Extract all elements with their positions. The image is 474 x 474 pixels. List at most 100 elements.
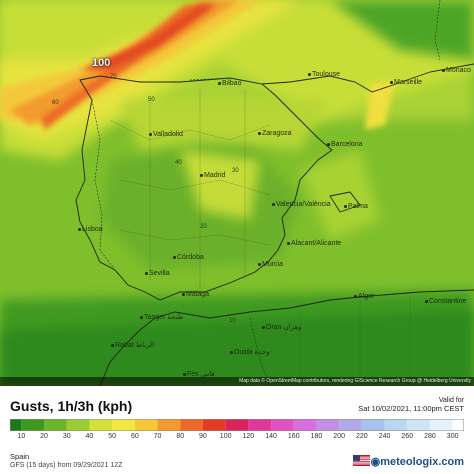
legend-tick-label: 240 [378, 433, 391, 440]
contour-label-60: 60 [52, 100, 59, 106]
legend-tick-label: 100 [219, 433, 232, 440]
legend-tick-label: 280 [424, 433, 436, 440]
city-marker-icon [262, 325, 265, 329]
city-marker-icon [200, 173, 203, 177]
legend-swatch [407, 419, 430, 431]
valid-time[interactable]: Sat 10/02/2021, 11:00pm CEST [358, 404, 464, 413]
map-title: Gusts, 1h/3h (kph) [10, 398, 133, 414]
contour-label-70: 70 [110, 74, 117, 80]
city-name: Murcia [262, 261, 284, 268]
city-marker-icon [308, 72, 311, 76]
legend-swatch [44, 419, 67, 431]
legend-swatch [271, 419, 294, 431]
color-scale-bar [10, 419, 464, 431]
legend-tick-label: 160 [287, 433, 300, 440]
city-label: Córdoba [173, 254, 204, 262]
city-name: Córdoba [177, 254, 204, 261]
us-flag-icon[interactable] [353, 455, 370, 466]
city-label: Madrid [200, 172, 225, 180]
legend-swatch [248, 419, 272, 431]
city-marker-icon [258, 262, 261, 266]
city-name: Fès فاس [187, 371, 215, 378]
map-attribution: Map data © OpenStreetMap contributors, r… [0, 377, 474, 386]
city-name: Valencia/València [276, 201, 331, 208]
legend-tick-label: 260 [401, 433, 414, 440]
legend-tick-label: 90 [199, 433, 207, 440]
city-label: Monaco [442, 67, 471, 75]
city-label: Marseille [390, 79, 422, 87]
city-label: Constantine [425, 298, 466, 306]
city-marker-icon [183, 372, 186, 376]
city-marker-icon [327, 142, 330, 146]
legend-outline [10, 419, 464, 431]
contour-label-40: 40 [175, 160, 182, 166]
gust-map[interactable] [0, 0, 474, 386]
city-label: Tanger طنجة [140, 314, 183, 322]
legend-tick-label: 50 [108, 433, 117, 440]
city-marker-icon [218, 81, 221, 85]
city-name: Constantine [429, 298, 467, 305]
legend-swatch [429, 419, 453, 431]
legend-tick-label: 40 [85, 433, 94, 440]
city-label: Zaragoza [258, 130, 292, 138]
city-label: Alacant/Alicante [287, 240, 341, 248]
province-borders [109, 90, 411, 386]
city-label: Valencia/València [272, 201, 331, 209]
legend-swatch [134, 419, 158, 431]
city-marker-icon [111, 343, 114, 347]
city-marker-icon [442, 68, 445, 72]
legend-tick-label: 300 [446, 433, 459, 440]
city-marker-icon [390, 80, 393, 84]
city-label: Oran وهران [262, 324, 302, 332]
legend-tick-label: 10 [17, 433, 26, 440]
city-label: Lisboa [78, 226, 103, 234]
city-name: Tanger طنجة [144, 314, 184, 321]
legend-swatch [384, 419, 408, 431]
city-name: Sevilla [149, 270, 170, 277]
legend-tick-label: 20 [40, 433, 48, 440]
city-label: Bilbao [218, 80, 241, 88]
legend-tick-label: 80 [176, 433, 185, 440]
legend-tick-label: 120 [242, 433, 255, 440]
city-label: Palma [344, 203, 368, 211]
legend-tick-label: 140 [265, 433, 277, 440]
legend-swatch [225, 419, 249, 431]
region-name: Spain [10, 452, 30, 461]
legend-swatch [361, 419, 385, 431]
city-name: Barcelona [331, 141, 363, 148]
brand-logo-icon: ◉ [370, 456, 381, 468]
city-label: Toulouse [308, 71, 340, 79]
contour-label-50: 50 [148, 97, 155, 103]
contour-label-10: 10 [229, 318, 236, 324]
legend-tick-label: 220 [356, 433, 368, 440]
coastline-layer [75, 63, 474, 386]
legend-swatch [21, 419, 45, 431]
city-name: Marseille [394, 79, 423, 86]
wind-field-layer [0, 0, 474, 386]
valid-for-label: Valid for [438, 397, 464, 404]
city-label: Murcia [258, 261, 283, 269]
city-name: Lisboa [82, 226, 103, 233]
city-name: Bilbao [222, 80, 242, 87]
city-marker-icon [425, 299, 428, 303]
city-name: Rabat الرباط [115, 342, 155, 349]
brand-logo[interactable]: ◉meteologix.com [371, 455, 464, 468]
city-marker-icon [149, 132, 152, 136]
city-label: Rabat الرباط [111, 342, 154, 350]
legend-swatch [112, 419, 135, 431]
city-label: Ouida وجدة [230, 349, 270, 357]
city-name: Palma [348, 203, 368, 210]
city-label: Alger [354, 293, 374, 301]
legend-swatch [89, 419, 113, 431]
city-label: Valladolid [149, 131, 183, 139]
legend-swatch [10, 419, 22, 431]
city-name: Oran وهران [266, 324, 302, 331]
legend-tick-label: 60 [130, 433, 139, 440]
city-marker-icon [230, 350, 233, 354]
contour-label-30: 30 [232, 168, 239, 174]
model-run: GFS (15 days) from 09/29/2021 12Z [10, 462, 123, 469]
legend-swatch [157, 419, 181, 431]
city-marker-icon [173, 255, 176, 259]
city-marker-icon [287, 241, 290, 245]
city-marker-icon [344, 204, 347, 208]
